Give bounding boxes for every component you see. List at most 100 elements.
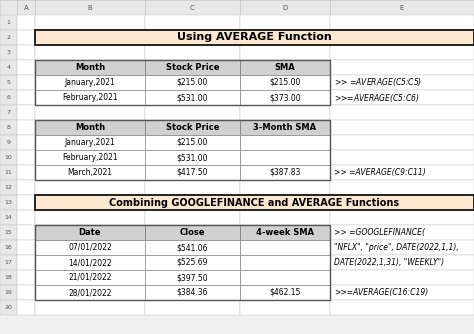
Bar <box>145 240 240 255</box>
Bar <box>145 105 240 120</box>
Bar <box>330 60 474 75</box>
Bar <box>145 120 240 135</box>
Bar <box>0 150 17 165</box>
Bar <box>240 195 330 210</box>
Bar <box>330 150 474 165</box>
Bar <box>17 285 35 300</box>
Bar <box>17 255 35 270</box>
Bar <box>35 195 474 210</box>
Bar <box>35 270 145 285</box>
Bar <box>240 75 330 90</box>
Bar <box>145 255 240 270</box>
Text: 4-week SMA: 4-week SMA <box>256 228 314 237</box>
Text: 12: 12 <box>5 185 12 190</box>
Text: 28/01/2022: 28/01/2022 <box>68 288 112 297</box>
Bar <box>240 300 330 315</box>
Text: B: B <box>88 4 92 10</box>
Bar <box>35 180 145 195</box>
Bar <box>330 240 474 255</box>
Bar <box>17 135 35 150</box>
Bar <box>0 165 17 180</box>
Bar <box>35 45 145 60</box>
Text: 07/01/2022: 07/01/2022 <box>68 243 112 252</box>
Bar <box>145 165 240 180</box>
Text: $541.06: $541.06 <box>177 243 208 252</box>
Bar <box>17 225 35 240</box>
Bar <box>145 60 240 75</box>
Text: 16: 16 <box>5 245 12 250</box>
Bar <box>35 60 330 105</box>
Text: 19: 19 <box>5 290 12 295</box>
Bar <box>35 225 145 240</box>
Bar <box>145 270 240 285</box>
Bar <box>17 240 35 255</box>
Bar <box>0 105 17 120</box>
Bar <box>240 240 330 255</box>
Bar <box>145 225 240 240</box>
Bar <box>17 120 35 135</box>
Text: $531.00: $531.00 <box>177 93 208 102</box>
Bar <box>0 195 17 210</box>
Bar <box>35 165 145 180</box>
Bar <box>145 240 240 255</box>
Bar <box>240 225 330 240</box>
Text: SMA: SMA <box>274 63 295 72</box>
Text: 21/01/2022: 21/01/2022 <box>68 273 112 282</box>
Bar <box>145 150 240 165</box>
Bar <box>17 45 35 60</box>
Bar <box>145 60 240 75</box>
Bar <box>145 180 240 195</box>
Text: 9: 9 <box>7 140 10 145</box>
Bar <box>17 15 35 30</box>
Bar <box>240 120 330 135</box>
Bar <box>0 75 17 90</box>
Bar <box>17 60 35 75</box>
Bar <box>330 120 474 135</box>
Text: Close: Close <box>180 228 205 237</box>
Bar <box>145 75 240 90</box>
Bar <box>35 135 145 150</box>
Bar <box>35 30 145 45</box>
Text: $215.00: $215.00 <box>269 78 301 87</box>
Bar <box>0 0 17 15</box>
Text: Stock Price: Stock Price <box>166 123 219 132</box>
Bar <box>145 150 240 165</box>
Bar <box>330 165 474 180</box>
Bar <box>240 120 330 135</box>
Bar <box>145 285 240 300</box>
Text: >> =AVERAGE(C9:C11): >> =AVERAGE(C9:C11) <box>334 168 426 177</box>
Bar <box>240 210 330 225</box>
Text: $531.00: $531.00 <box>177 153 208 162</box>
Bar <box>145 255 240 270</box>
Text: DATE(2022,1,31), "WEEKLY"): DATE(2022,1,31), "WEEKLY") <box>334 258 444 267</box>
Bar <box>240 150 330 165</box>
Bar <box>35 150 145 165</box>
Bar <box>35 165 145 180</box>
Bar <box>240 0 330 15</box>
Text: >>=AVERAGE(C16:C19): >>=AVERAGE(C16:C19) <box>334 288 428 297</box>
Bar <box>240 60 330 75</box>
Bar <box>330 90 474 105</box>
Bar <box>17 75 35 90</box>
Bar <box>330 0 474 15</box>
Bar <box>35 120 145 135</box>
Bar <box>240 60 330 75</box>
Text: $373.00: $373.00 <box>269 93 301 102</box>
Text: A: A <box>24 4 28 10</box>
Text: $384.36: $384.36 <box>177 288 208 297</box>
Bar <box>35 15 145 30</box>
Text: 17: 17 <box>5 260 12 265</box>
Bar <box>330 135 474 150</box>
Bar <box>35 195 145 210</box>
Bar <box>240 45 330 60</box>
Bar <box>0 240 17 255</box>
Text: Combining GOOGLEFINANCE and AVERAGE Functions: Combining GOOGLEFINANCE and AVERAGE Func… <box>109 197 400 207</box>
Bar <box>35 120 145 135</box>
Bar <box>17 0 35 15</box>
Bar <box>145 75 240 90</box>
Text: 3-Month SMA: 3-Month SMA <box>254 123 317 132</box>
Bar <box>240 135 330 150</box>
Bar <box>17 180 35 195</box>
Bar <box>35 300 145 315</box>
Text: >> =GOOGLEFINANCE(: >> =GOOGLEFINANCE( <box>334 228 425 237</box>
